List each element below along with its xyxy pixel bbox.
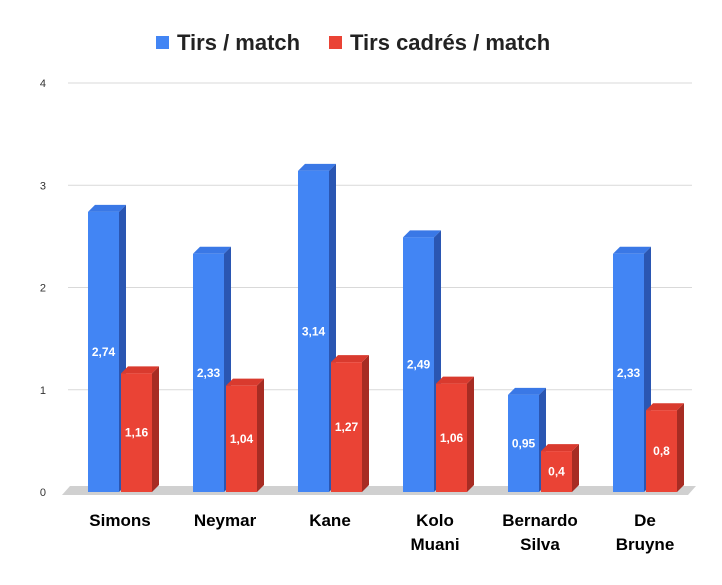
bar-side [572,444,579,492]
data-label: 2,49 [407,358,431,372]
bar-side [257,378,264,492]
x-category-label: Kolo [416,511,454,530]
data-label: 0,8 [653,444,670,458]
bar-top [646,403,684,411]
bar-front [226,385,257,492]
bar-series-2-6: 0,8 [646,403,684,492]
x-category-label: Neymar [194,511,257,530]
bar-front [613,253,644,492]
legend-label-series-1: Tirs / match [177,30,300,55]
bar-top [298,163,336,171]
bar-front [331,362,362,492]
bar-top [613,246,651,254]
data-label: 1,06 [440,431,464,445]
data-label: 1,16 [125,426,149,440]
bar-front [436,383,467,492]
bar-front [508,394,539,492]
bar-side [467,376,474,492]
bar-top [193,246,231,254]
data-label: 2,33 [617,366,641,380]
legend-swatch-series-1 [156,36,169,49]
y-tick-label: 3 [40,180,46,192]
x-category-label: Muani [410,535,459,554]
bar-front [646,410,677,492]
bar-series-2-2: 1,04 [226,378,264,492]
chart-floor [62,486,696,495]
y-tick-label: 0 [40,487,46,499]
y-tick-label: 4 [40,78,46,90]
legend: Tirs / match Tirs cadrés / match [156,30,550,55]
bar-series-1-5: 0,95 [508,387,546,492]
bar-series-1-2: 2,33 [193,246,231,492]
bar-front [121,373,152,492]
bar-series-1-4: 2,49 [403,230,441,492]
bar-series-2-5: 0,4 [541,444,579,492]
bar-top [121,366,159,374]
data-label: 0,4 [548,465,565,479]
x-category-label: De [634,511,656,530]
bar-front [298,170,329,492]
bar-top [541,444,579,452]
bar-side [152,366,159,492]
bar-top [508,387,546,395]
bar-side [362,355,369,492]
data-label: 2,74 [92,345,116,359]
bar-series-1-1: 2,74 [88,204,126,492]
data-label: 1,04 [230,432,254,446]
y-tick-label: 2 [40,283,46,295]
x-category-label: Simons [89,511,150,530]
legend-swatch-series-2 [329,36,342,49]
data-label: 2,33 [197,366,221,380]
bar-series-2-4: 1,06 [436,376,474,492]
bar-front [541,451,572,492]
legend-label-series-2: Tirs cadrés / match [350,30,550,55]
bar-top [226,378,264,386]
bar-top [88,204,126,212]
x-category-label: Kane [309,511,351,530]
x-category-label: Silva [520,535,560,554]
data-label: 0,95 [512,436,536,450]
y-tick-label: 1 [40,385,46,397]
bar-series-1-3: 3,14 [298,163,336,492]
bar-series-2-3: 1,27 [331,355,369,492]
bar-top [331,355,369,363]
data-label: 1,27 [335,420,359,434]
bar-series-2-1: 1,16 [121,366,159,492]
x-category-label: Bruyne [616,535,675,554]
x-axis: Simons Neymar Kane Kolo Muani Bernardo Silva De… [89,511,674,554]
y-axis: 0 1 2 3 4 [40,78,46,499]
bar-top [436,376,474,384]
bar-front [403,237,434,492]
bars: 2,74 1,16 2,33 1,04 3,14 1,27 2,49 1,06 0,95 0,4 2… [88,163,684,492]
bar-series-1-6: 2,33 [613,246,651,492]
bar-side [677,403,684,492]
bar-top [403,230,441,238]
x-category-label: Bernardo [502,511,578,530]
bar-front [193,253,224,492]
bar-front [88,211,119,492]
data-label: 3,14 [302,324,326,338]
